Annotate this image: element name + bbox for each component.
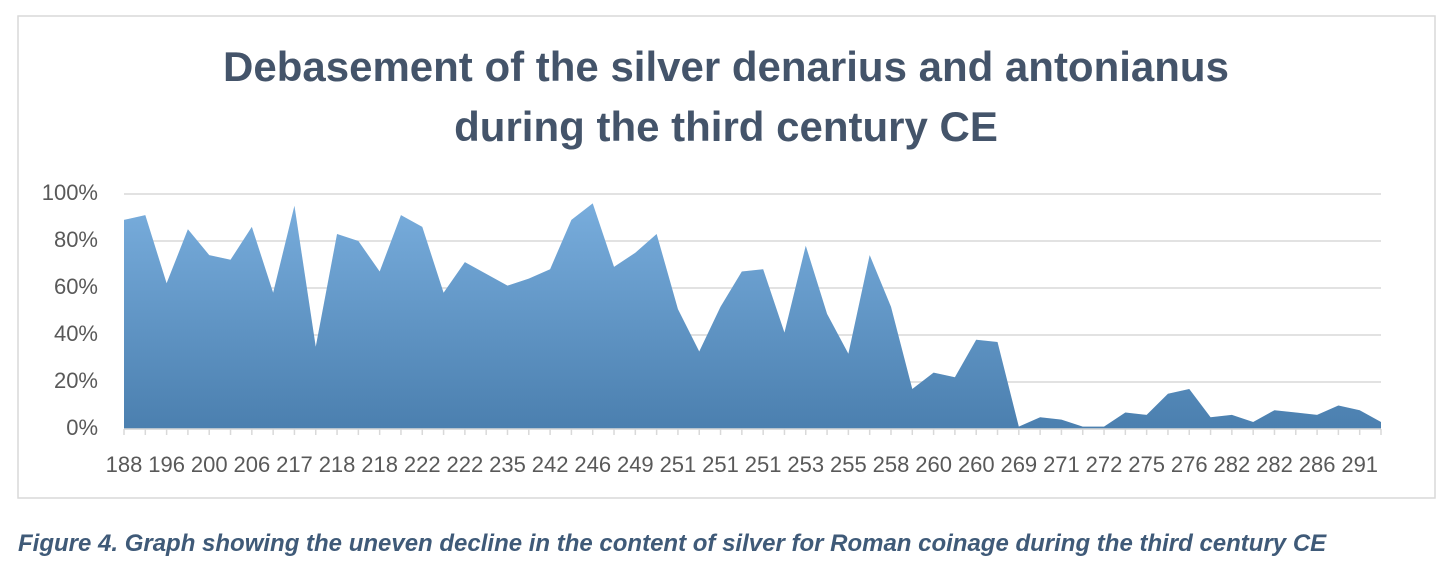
x-tick-label: 269 <box>1000 452 1037 477</box>
x-tick-label: 206 <box>233 452 270 477</box>
x-tick-label: 218 <box>361 452 398 477</box>
x-tick-label: 242 <box>532 452 569 477</box>
x-tick-label: 260 <box>915 452 952 477</box>
x-tick-label: 196 <box>148 452 185 477</box>
x-tick-label: 217 <box>276 452 313 477</box>
x-tick-label: 251 <box>660 452 697 477</box>
x-tick-label: 282 <box>1256 452 1293 477</box>
x-tick-label: 222 <box>447 452 484 477</box>
x-tick-label: 222 <box>404 452 441 477</box>
x-tick-label: 255 <box>830 452 867 477</box>
x-tick-label: 246 <box>574 452 611 477</box>
x-tick-label: 291 <box>1341 452 1378 477</box>
y-tick-label: 60% <box>54 274 98 299</box>
x-tick-label: 272 <box>1086 452 1123 477</box>
chart-title: Debasement of the silver denarius and an… <box>223 43 1229 90</box>
x-tick-label: 251 <box>745 452 782 477</box>
x-tick-label: 218 <box>319 452 356 477</box>
area-shade <box>124 203 1381 429</box>
x-tick-label: 249 <box>617 452 654 477</box>
x-tick-label: 251 <box>702 452 739 477</box>
x-tick-label: 276 <box>1171 452 1208 477</box>
caption: Figure 4. Graph showing the uneven decli… <box>18 530 1327 557</box>
y-tick-label: 0% <box>66 415 98 440</box>
y-tick-label: 20% <box>54 368 98 393</box>
x-tick-label: 200 <box>191 452 228 477</box>
y-tick-label: 80% <box>54 227 98 252</box>
x-tick-label: 253 <box>787 452 824 477</box>
x-tick-label: 271 <box>1043 452 1080 477</box>
chart-title: during the third century CE <box>454 103 998 150</box>
y-tick-label: 100% <box>42 180 98 205</box>
chart: Debasement of the silver denarius and an… <box>17 15 1436 499</box>
x-tick-label: 188 <box>106 452 143 477</box>
y-tick-label: 40% <box>54 321 98 346</box>
x-tick-label: 282 <box>1214 452 1251 477</box>
x-tick-label: 286 <box>1299 452 1336 477</box>
x-tick-label: 275 <box>1128 452 1165 477</box>
x-tick-label: 258 <box>873 452 910 477</box>
x-tick-label: 260 <box>958 452 995 477</box>
x-tick-label: 235 <box>489 452 526 477</box>
